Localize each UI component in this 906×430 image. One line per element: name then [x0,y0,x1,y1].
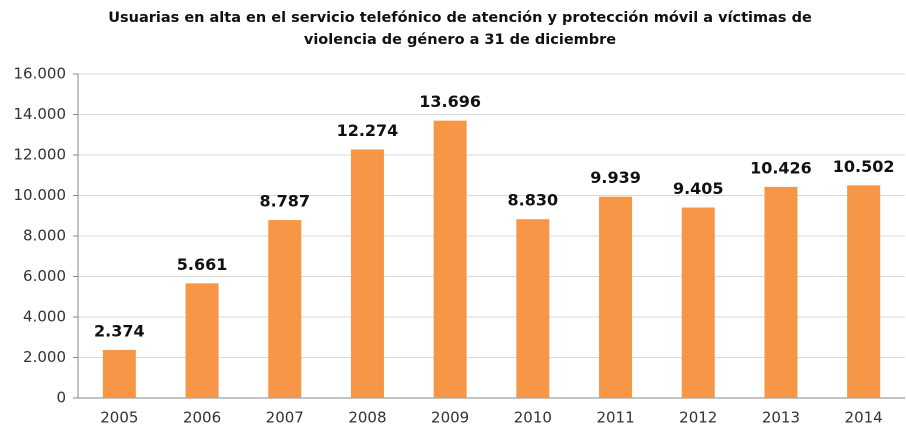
bar [516,219,550,398]
y-tick-label: 2.000 [23,348,66,366]
y-tick-label: 12.000 [14,146,67,164]
bar [681,207,715,398]
value-label: 8.787 [259,192,310,211]
x-tick-label: 2013 [762,409,800,427]
bar [102,349,136,398]
y-tick-label: 8.000 [23,227,66,245]
value-label: 9.939 [590,168,641,187]
bar [433,120,467,398]
chart-title: violencia de género a 31 de diciembre [304,32,616,48]
y-tick-label: 0 [56,389,66,407]
y-tick-label: 16.000 [14,65,67,83]
value-label: 5.661 [177,255,228,274]
chart-title: Usuarias en alta en el servicio telefóni… [108,10,812,26]
value-label: 13.696 [419,92,481,111]
y-tick-label: 14.000 [14,105,67,123]
value-label: 8.830 [508,191,559,210]
value-label: 12.274 [337,121,399,140]
value-label: 10.426 [750,158,812,177]
x-tick-label: 2014 [845,409,883,427]
value-label: 2.374 [94,321,145,340]
y-tick-label: 6.000 [23,267,66,285]
bar [350,149,384,398]
bar [599,196,633,398]
x-tick-label: 2008 [348,409,386,427]
bar [847,185,881,398]
x-tick-label: 2011 [596,409,634,427]
x-tick-label: 2009 [431,409,469,427]
value-label: 10.502 [833,157,895,176]
y-tick-label: 4.000 [23,308,66,326]
bar [764,186,798,398]
x-tick-label: 2007 [266,409,304,427]
x-tick-label: 2006 [183,409,221,427]
bar [185,283,219,398]
x-tick-label: 2012 [679,409,717,427]
x-tick-label: 2010 [514,409,552,427]
y-tick-label: 10.000 [14,186,67,204]
value-label: 9.405 [673,179,724,198]
bar [268,220,302,398]
x-tick-label: 2005 [100,409,138,427]
